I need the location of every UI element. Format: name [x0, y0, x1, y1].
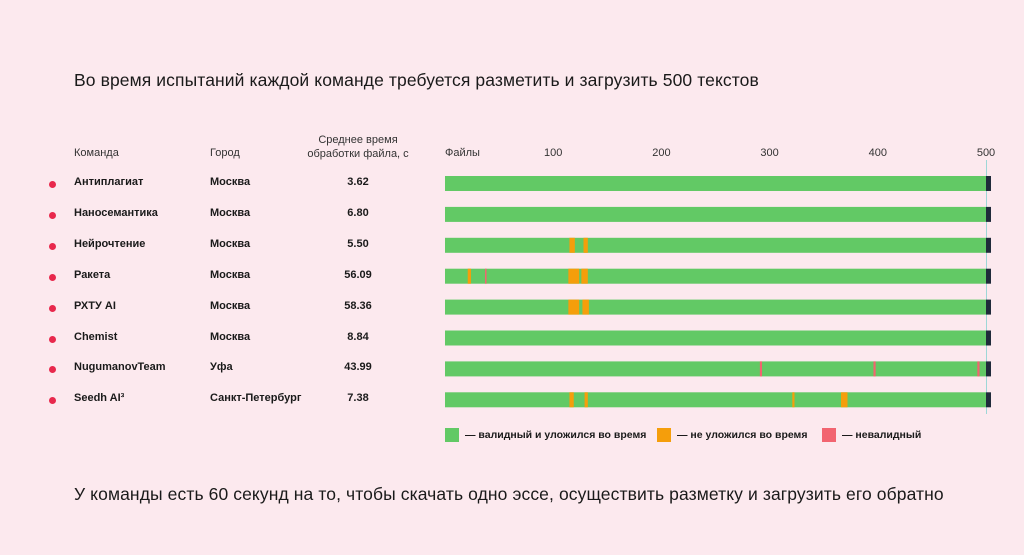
status-dot	[49, 304, 56, 312]
table-row: РХТУ AI Москва 58.36	[0, 297, 1024, 317]
column-header-time-line1: Среднее время	[318, 134, 398, 146]
x-tick-label: 200	[652, 147, 671, 159]
team-name: Seedh AI³	[74, 392, 125, 405]
legend-swatch	[822, 428, 836, 442]
bar-segment-invalid	[873, 361, 876, 377]
bar-valid	[445, 237, 986, 253]
bar-segment-late	[584, 392, 588, 408]
avg-time-value: 6.80	[347, 206, 369, 219]
bar-segment-late	[841, 392, 848, 408]
bar-end-cap	[986, 330, 991, 346]
avg-time-value: 5.50	[347, 237, 369, 250]
city-name: Москва	[210, 330, 251, 343]
legend-label: — валидный и уложился во время	[465, 429, 647, 441]
column-header-city: Город	[210, 147, 240, 159]
bar-valid	[445, 176, 986, 191]
team-name: Наносемантика	[74, 206, 158, 219]
limit-line-500	[986, 160, 987, 414]
x-tick-label: 100	[544, 147, 563, 159]
bar-segment-late	[568, 268, 580, 284]
x-tick-label: 300	[760, 147, 779, 159]
avg-time-value: 8.84	[347, 330, 369, 343]
bar-valid	[445, 330, 986, 346]
legend-item-late: — не уложился во время	[657, 428, 807, 444]
bar-end-cap	[986, 392, 991, 408]
x-tick-label: 500	[976, 147, 996, 159]
table-row: NugumanovTeam Уфа 43.99	[0, 358, 1024, 378]
column-header-files: Файлы	[445, 147, 480, 159]
status-dot	[49, 273, 56, 281]
team-name: Chemist	[74, 330, 118, 343]
bar-segment-late	[568, 299, 580, 315]
bar-segment-invalid	[977, 361, 980, 377]
bar-end-cap	[986, 206, 991, 222]
status-dot	[49, 242, 56, 250]
city-name: Москва	[210, 237, 251, 250]
avg-time-value: 43.99	[344, 361, 372, 374]
column-header-team: Команда	[74, 147, 119, 159]
team-name: Антиплагиат	[74, 176, 144, 188]
table-row: Наносемантика Москва 6.80	[0, 204, 1024, 224]
page-title: Во время испытаний каждой команде требуе…	[74, 70, 759, 90]
city-name: Москва	[210, 299, 251, 312]
bar-segment-late	[583, 237, 588, 253]
city-name: Москва	[210, 206, 251, 219]
team-name: Ракета	[74, 268, 111, 281]
column-header-time-line2: обработки файла, с	[307, 148, 409, 160]
city-name: Москва	[210, 176, 251, 188]
bar-valid	[445, 299, 986, 315]
bar-segment-late	[792, 392, 795, 408]
bar-segment-late	[569, 237, 575, 253]
bar-segment-invalid	[759, 361, 763, 377]
bar-end-cap	[986, 268, 991, 284]
avg-time-value: 7.38	[347, 392, 369, 405]
team-name: РХТУ AI	[74, 299, 116, 312]
legend-item-invalid: — невалидный	[822, 428, 921, 444]
column-header-time: Среднее время обработки файла, с	[296, 133, 420, 161]
city-name: Санкт-Петербург	[210, 392, 302, 405]
avg-time-value: 58.36	[344, 299, 372, 312]
bar-valid	[445, 392, 986, 408]
table-row: Seedh AI³ Санкт-Петербург 7.38	[0, 389, 1024, 409]
bar-end-cap	[986, 176, 991, 191]
bar-segment-invalid	[485, 268, 487, 284]
bar-end-cap	[986, 237, 991, 253]
legend-label: — не уложился во время	[677, 429, 808, 441]
legend-item-valid: — валидный и уложился во время	[445, 428, 646, 444]
status-dot	[49, 366, 56, 374]
footer-note: У команды есть 60 секунд на то, чтобы ск…	[74, 484, 944, 504]
team-name: NugumanovTeam	[74, 361, 166, 374]
team-name: Нейрочтение	[74, 237, 146, 250]
legend-swatch	[657, 428, 671, 442]
bar-segment-late	[581, 268, 588, 284]
bar-valid	[445, 268, 986, 284]
table-row: Нейрочтение Москва 5.50	[0, 235, 1024, 255]
bar-segment-late	[569, 392, 574, 408]
x-tick-label: 400	[868, 147, 887, 159]
status-dot	[49, 335, 56, 343]
legend-swatch	[445, 428, 459, 442]
city-name: Москва	[210, 268, 251, 281]
status-dot	[49, 397, 56, 405]
bar-end-cap	[986, 299, 991, 315]
status-dot	[49, 181, 56, 188]
table-row: Антиплагиат Москва 3.62	[0, 173, 1024, 193]
status-dot	[49, 211, 56, 219]
bar-segment-late	[467, 268, 471, 284]
avg-time-value: 3.62	[347, 176, 369, 188]
table-row: Ракета Москва 56.09	[0, 266, 1024, 286]
bar-valid	[445, 361, 986, 377]
avg-time-value: 56.09	[344, 268, 372, 281]
city-name: Уфа	[210, 361, 233, 374]
bar-end-cap	[986, 361, 991, 377]
bar-segment-late	[582, 299, 589, 315]
legend-label: — невалидный	[842, 429, 922, 441]
bar-valid	[445, 206, 986, 222]
table-row: Chemist Москва 8.84	[0, 328, 1024, 348]
